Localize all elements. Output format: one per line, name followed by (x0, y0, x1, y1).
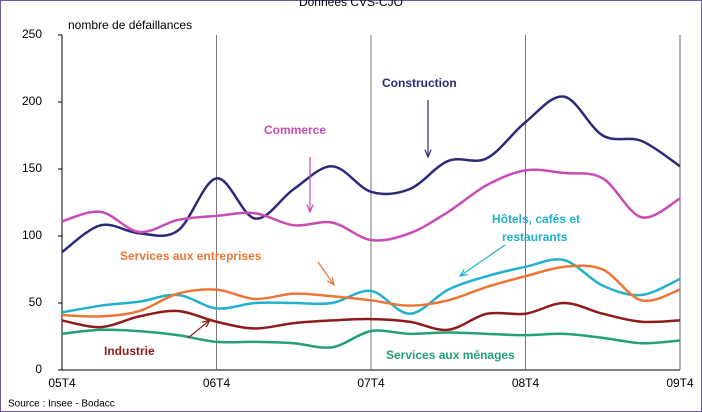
chart-title: Données CVS-CJO (299, 0, 403, 9)
y-tick-label: 100 (22, 228, 42, 242)
y-tick-label: 0 (35, 362, 42, 376)
series-label: Construction (382, 76, 457, 90)
series-line (61, 264, 681, 318)
source: Source : Insee - Bodacc (8, 399, 115, 410)
y-tick-label: 200 (22, 94, 42, 108)
x-tick-label: 08T4 (512, 376, 540, 390)
arrow-head (306, 204, 314, 214)
y-tick-label: 250 (22, 27, 42, 41)
series-label: Services aux entreprises (120, 249, 262, 263)
annotation-arrow (317, 261, 335, 286)
y-tick-label: 150 (22, 161, 42, 175)
arrow-head (424, 149, 432, 159)
series-label: Hôtels, cafés et restaurants (492, 212, 580, 244)
annotation-arrow (187, 319, 211, 339)
series-label: Industrie (104, 344, 155, 358)
arrow-head (202, 319, 212, 328)
x-tick-label: 05T4 (48, 376, 76, 390)
x-tick-label: 09T4 (666, 376, 694, 390)
series-label: Services aux ménages (386, 348, 515, 362)
x-tick-label: 06T4 (203, 376, 231, 390)
x-tick-label: 07T4 (357, 376, 385, 390)
annotation-arrow (459, 244, 506, 277)
series-line (61, 95, 681, 254)
y-tick-label: 50 (29, 295, 43, 309)
series-label: Commerce (264, 123, 326, 137)
arrow-head (326, 277, 335, 287)
series-line (61, 328, 681, 349)
series-line (61, 168, 681, 242)
series-line (61, 301, 681, 332)
y-axis-label: nombre de défaillances (68, 18, 192, 32)
arrow-head (458, 268, 468, 277)
